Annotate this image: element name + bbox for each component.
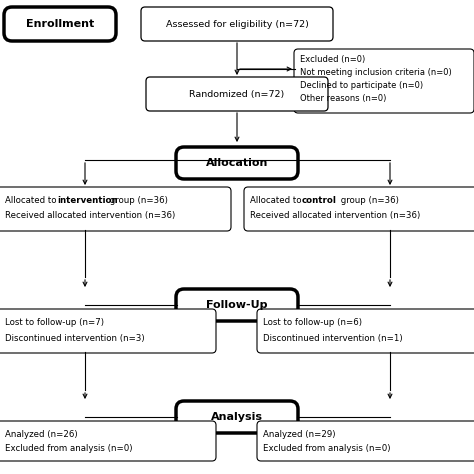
Text: Allocated to: Allocated to: [250, 196, 304, 205]
Text: Enrollment: Enrollment: [26, 19, 94, 29]
Text: Excluded from analysis (n=0): Excluded from analysis (n=0): [5, 444, 133, 453]
FancyBboxPatch shape: [0, 309, 216, 353]
FancyBboxPatch shape: [141, 7, 333, 41]
FancyBboxPatch shape: [244, 187, 474, 231]
Text: Assessed for eligibility (n=72): Assessed for eligibility (n=72): [165, 19, 309, 28]
FancyBboxPatch shape: [146, 77, 328, 111]
Text: Allocation: Allocation: [206, 158, 268, 168]
Text: Discontinued intervention (n=3): Discontinued intervention (n=3): [5, 334, 145, 343]
Text: group (n=36): group (n=36): [107, 196, 168, 205]
Text: Excluded from analysis (n=0): Excluded from analysis (n=0): [263, 444, 391, 453]
FancyBboxPatch shape: [294, 49, 474, 113]
Text: Excluded (n=0): Excluded (n=0): [300, 55, 365, 64]
Text: Not meeting inclusion criteria (n=0): Not meeting inclusion criteria (n=0): [300, 68, 452, 77]
Text: Analysis: Analysis: [211, 412, 263, 422]
Text: Discontinued intervention (n=1): Discontinued intervention (n=1): [263, 334, 402, 343]
FancyBboxPatch shape: [176, 401, 298, 433]
Text: Declined to participate (n=0): Declined to participate (n=0): [300, 81, 423, 90]
Text: group (n=36): group (n=36): [338, 196, 399, 205]
Text: Lost to follow-up (n=6): Lost to follow-up (n=6): [263, 318, 362, 327]
Text: intervention: intervention: [57, 196, 118, 205]
FancyBboxPatch shape: [0, 187, 231, 231]
Text: control: control: [302, 196, 337, 205]
FancyBboxPatch shape: [257, 309, 474, 353]
Text: Analyzed (n=29): Analyzed (n=29): [263, 430, 336, 439]
Text: Received allocated intervention (n=36): Received allocated intervention (n=36): [5, 211, 175, 220]
Text: Lost to follow-up (n=7): Lost to follow-up (n=7): [5, 318, 104, 327]
FancyBboxPatch shape: [176, 289, 298, 321]
Text: Randomized (n=72): Randomized (n=72): [190, 90, 284, 99]
Text: Analyzed (n=26): Analyzed (n=26): [5, 430, 78, 439]
Text: Other reasons (n=0): Other reasons (n=0): [300, 94, 386, 103]
FancyBboxPatch shape: [0, 421, 216, 461]
Text: Received allocated intervention (n=36): Received allocated intervention (n=36): [250, 211, 420, 220]
Text: Allocated to: Allocated to: [5, 196, 59, 205]
FancyBboxPatch shape: [4, 7, 116, 41]
FancyBboxPatch shape: [176, 147, 298, 179]
Text: Follow-Up: Follow-Up: [206, 300, 268, 310]
FancyBboxPatch shape: [257, 421, 474, 461]
